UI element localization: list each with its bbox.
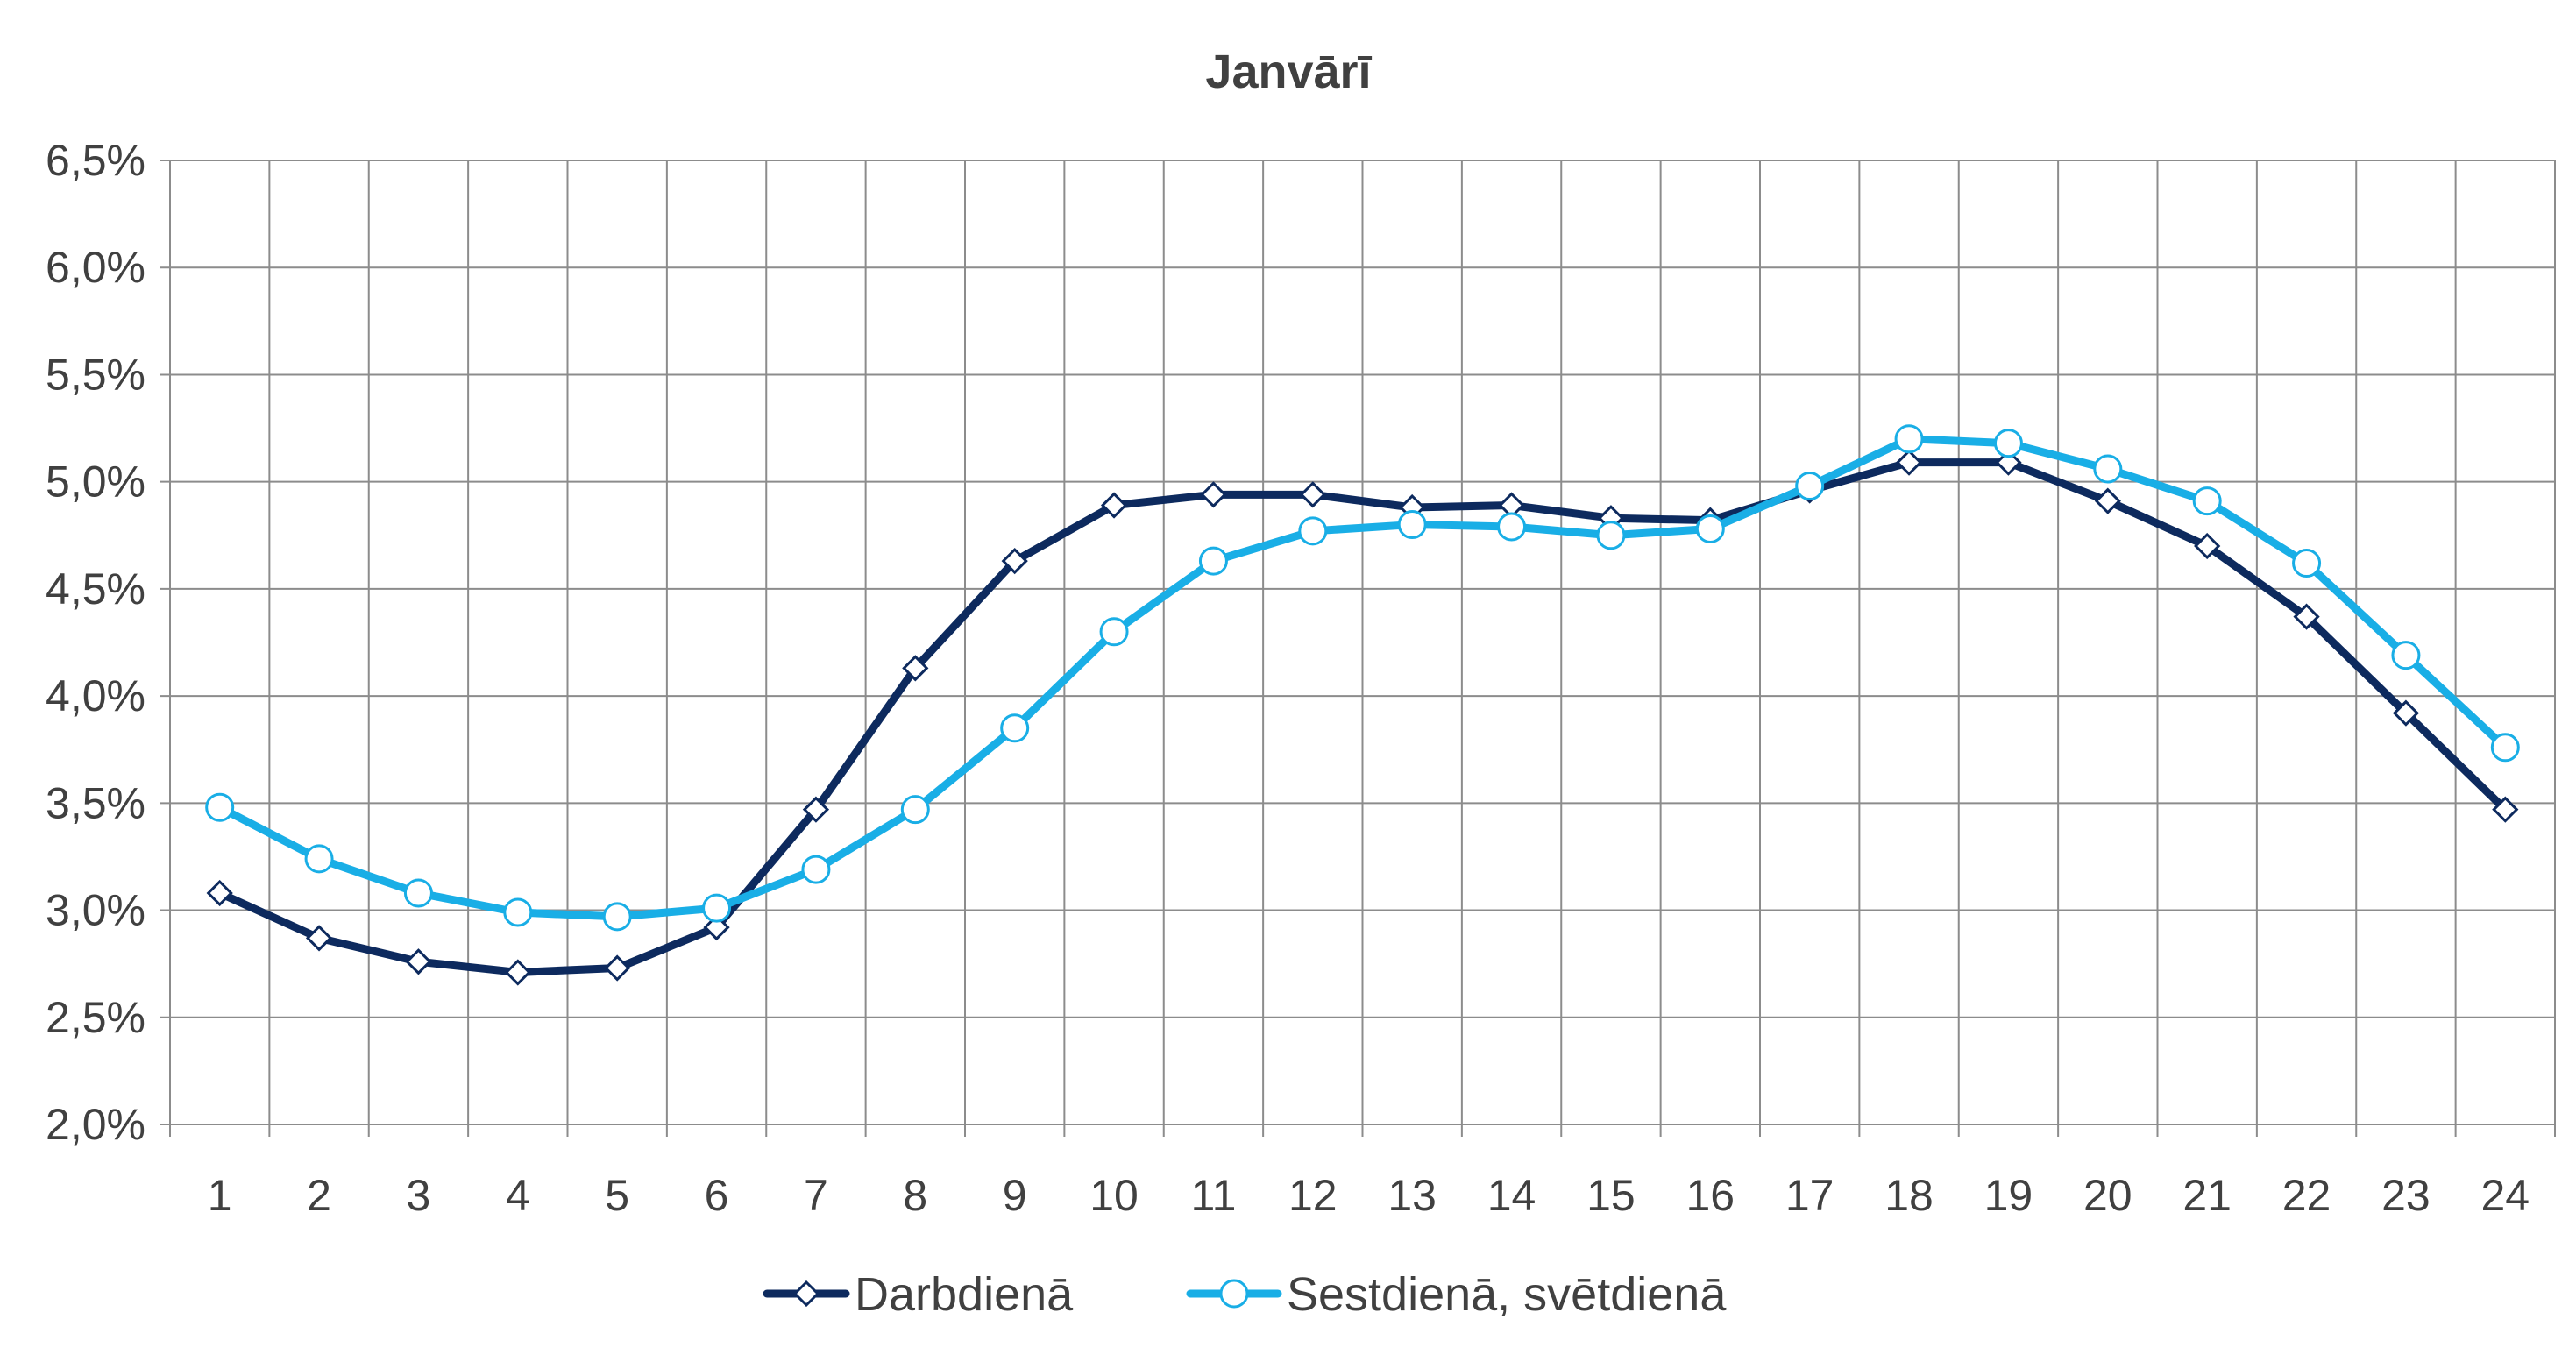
- y-tick-label: 5,0%: [46, 458, 145, 507]
- data-point: [1596, 521, 1626, 550]
- data-point: [2093, 454, 2123, 484]
- x-tick-label: 2: [307, 1171, 331, 1220]
- x-tick-label: 7: [804, 1171, 828, 1220]
- x-tick-label: 9: [1003, 1171, 1027, 1220]
- data-point: [1497, 512, 1527, 542]
- series: [205, 424, 2520, 986]
- series-line: [216, 435, 2509, 921]
- legend-label: Darbdienā: [855, 1268, 1074, 1321]
- y-tick-label: 2,0%: [46, 1100, 145, 1149]
- data-point: [602, 902, 632, 932]
- x-tick-label: 5: [605, 1171, 629, 1220]
- data-point: [703, 913, 730, 941]
- data-point: [902, 655, 929, 682]
- data-point: [2192, 486, 2222, 516]
- x-tick-label: 19: [1984, 1171, 2033, 1220]
- data-point: [2492, 796, 2519, 823]
- data-point: [305, 925, 333, 952]
- y-tick-label: 3,0%: [46, 886, 145, 935]
- data-point: [801, 855, 831, 884]
- x-tick-label: 6: [705, 1171, 729, 1220]
- x-tick-label: 23: [2381, 1171, 2431, 1220]
- data-point: [1894, 424, 1924, 454]
- data-point: [1200, 481, 1227, 508]
- data-point: [1895, 449, 1923, 476]
- data-point: [1993, 429, 2023, 458]
- y-tick-label: 2,5%: [46, 993, 145, 1042]
- data-point: [604, 954, 631, 982]
- data-point: [2490, 733, 2520, 763]
- data-point: [2094, 487, 2121, 514]
- y-tick-label: 4,5%: [46, 564, 145, 614]
- x-tick-label: 18: [1884, 1171, 1934, 1220]
- data-point: [1995, 449, 2022, 476]
- x-tick-label: 17: [1785, 1171, 1834, 1220]
- x-tick-label: 20: [2083, 1171, 2132, 1220]
- data-point: [1000, 713, 1030, 743]
- x-tick-label: 4: [506, 1171, 530, 1220]
- x-tick-label: 15: [1586, 1171, 1636, 1220]
- data-point: [503, 897, 533, 927]
- legend-label: Sestdienā, svētdienā: [1287, 1268, 1727, 1321]
- y-tick-label: 5,5%: [46, 350, 145, 399]
- data-point: [403, 878, 433, 908]
- data-point: [2391, 641, 2421, 670]
- x-tick-label: 14: [1487, 1171, 1536, 1220]
- data-point: [1198, 546, 1228, 576]
- data-point: [1695, 514, 1725, 543]
- x-tick-label: 13: [1387, 1171, 1437, 1220]
- y-tick-label: 6,0%: [46, 243, 145, 292]
- x-tick-label: 22: [2282, 1171, 2331, 1220]
- data-point: [702, 893, 732, 923]
- x-tick-label: 12: [1288, 1171, 1338, 1220]
- legend-marker: [792, 1280, 820, 1308]
- data-point: [2392, 699, 2420, 727]
- data-point: [1100, 492, 1128, 519]
- y-tick-label: 3,5%: [46, 778, 145, 827]
- data-point: [2292, 549, 2322, 578]
- legend-marker: [1219, 1279, 1249, 1309]
- x-tick-label: 10: [1089, 1171, 1139, 1220]
- data-point: [2194, 532, 2221, 560]
- series-weekend: [205, 424, 2520, 932]
- y-tick-label: 4,0%: [46, 671, 145, 720]
- x-tick-label: 11: [1190, 1171, 1236, 1220]
- x-tick-label: 8: [903, 1171, 927, 1220]
- x-tick-label: 24: [2481, 1171, 2530, 1220]
- legend-item: Darbdienā: [763, 1268, 1074, 1321]
- x-tick-label: 1: [208, 1171, 232, 1220]
- data-point: [802, 796, 830, 823]
- gridlines: [160, 160, 2556, 1137]
- x-axis-ticks: 1 2 3 4 5 6 7 8 9 10 11 12 13 14 15 16 17 18 19 20 21 22 23 24: [208, 1171, 2530, 1220]
- x-tick-label: 3: [407, 1171, 431, 1220]
- chart-title: Janvārī: [1205, 46, 1372, 98]
- data-point: [2293, 603, 2320, 630]
- data-point: [900, 795, 930, 825]
- data-point: [1001, 547, 1028, 575]
- data-point: [1299, 481, 1326, 508]
- data-point: [504, 959, 531, 986]
- x-tick-label: 16: [1686, 1171, 1735, 1220]
- data-point: [1298, 516, 1328, 546]
- data-point: [1099, 617, 1129, 647]
- series-line: [216, 458, 2509, 976]
- data-point: [405, 948, 432, 975]
- legend-item: Sestdienā, svētdienā: [1186, 1268, 1727, 1321]
- data-point: [205, 792, 235, 822]
- x-tick-label: 21: [2182, 1171, 2232, 1220]
- y-axis-ticks: 2,0% 2,5% 3,0% 3,5% 4,0% 4,5% 5,0% 5,5% 6,0% 6,5%: [46, 136, 145, 1149]
- legend: Darbdienā Sestdienā, svētdienā: [763, 1268, 1727, 1321]
- data-point: [1795, 472, 1825, 501]
- data-point: [304, 844, 334, 874]
- data-point: [1397, 510, 1427, 540]
- data-point: [206, 879, 233, 907]
- y-tick-label: 6,5%: [46, 136, 145, 185]
